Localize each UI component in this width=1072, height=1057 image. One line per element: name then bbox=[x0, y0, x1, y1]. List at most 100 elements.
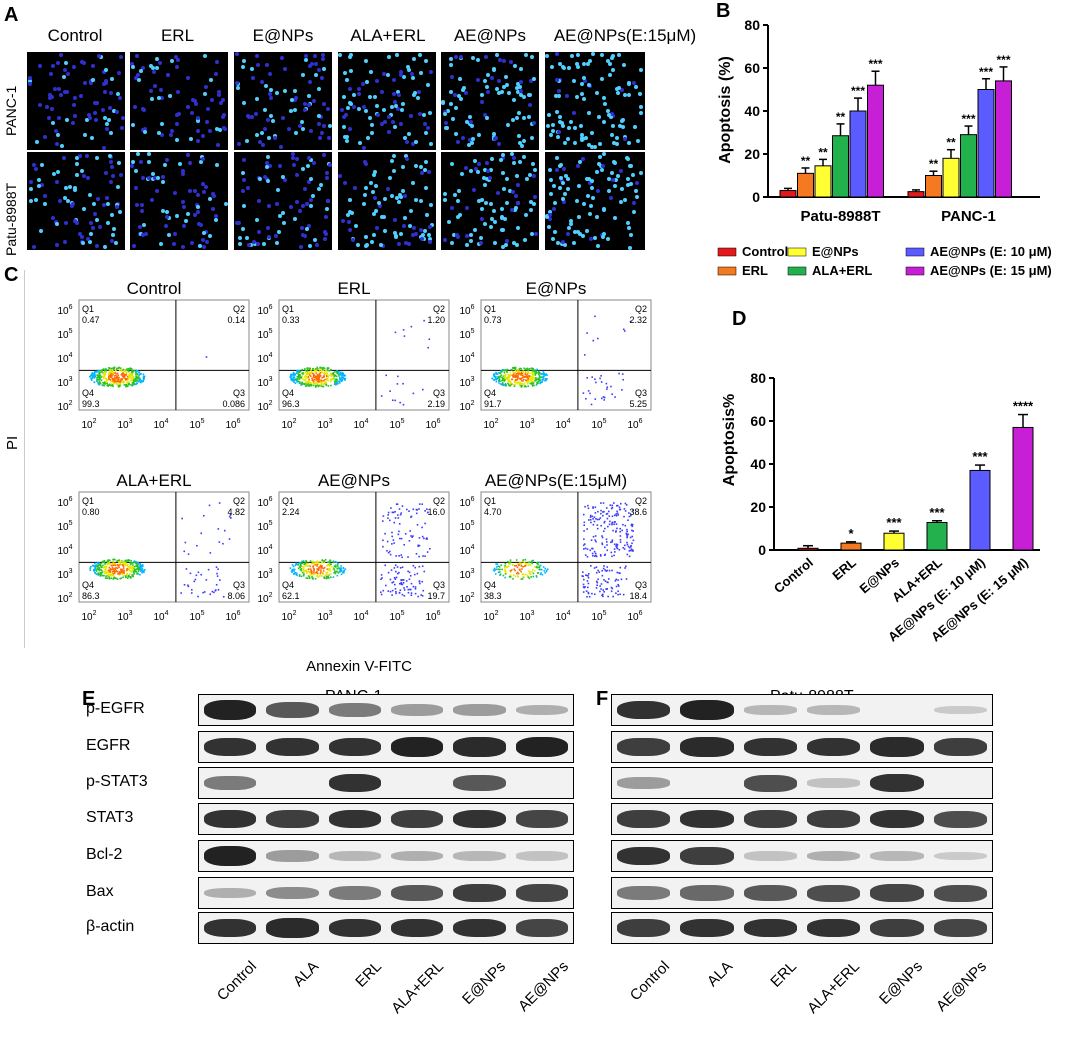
flow-event bbox=[593, 593, 596, 596]
flow-event bbox=[299, 568, 302, 571]
blot-protein-label: Bcl-2 bbox=[86, 846, 123, 863]
flow-event bbox=[122, 368, 125, 371]
nucleus-dot bbox=[612, 141, 617, 146]
flow-event bbox=[297, 567, 300, 570]
chart-b-bar bbox=[867, 84, 884, 198]
flow-xtick: 103 bbox=[519, 610, 534, 623]
flow-event bbox=[598, 571, 601, 573]
nucleus-dot bbox=[245, 236, 250, 241]
nucleus-dot bbox=[131, 64, 136, 69]
flow-event bbox=[105, 565, 108, 568]
flow-event bbox=[110, 577, 113, 579]
nucleus-dot bbox=[84, 117, 89, 122]
flow-event bbox=[538, 370, 540, 372]
flow-event bbox=[112, 377, 115, 380]
flow-event bbox=[105, 572, 108, 575]
flow-event bbox=[98, 569, 101, 572]
flow-event bbox=[529, 573, 532, 576]
nucleus-dot bbox=[386, 55, 391, 60]
flow-event bbox=[514, 379, 517, 381]
flow-event bbox=[136, 565, 139, 567]
nucleus-dot bbox=[73, 95, 78, 100]
nucleus-dot bbox=[482, 221, 487, 226]
flow-event bbox=[123, 384, 126, 386]
nucleus-dot bbox=[597, 141, 602, 146]
flow-event bbox=[309, 572, 311, 574]
flow-event bbox=[305, 563, 308, 566]
chart-b-ytick-label: 40 bbox=[744, 103, 760, 119]
flow-event bbox=[127, 379, 129, 381]
flow-event bbox=[384, 564, 387, 567]
chart-b-sig: *** bbox=[996, 53, 1010, 67]
flow-event bbox=[311, 377, 313, 380]
flow-event bbox=[116, 375, 119, 378]
flow-xtick: 106 bbox=[225, 610, 240, 623]
nucleus-dot bbox=[469, 141, 474, 146]
flow-event bbox=[600, 583, 603, 585]
flow-event bbox=[517, 572, 520, 575]
flow-q1-name: Q1 bbox=[484, 496, 496, 506]
flow-event bbox=[306, 382, 308, 384]
flow-q1-name: Q1 bbox=[82, 496, 94, 506]
flow-event bbox=[623, 508, 626, 510]
blot-strip bbox=[611, 731, 993, 763]
nucleus-dot bbox=[392, 231, 397, 236]
nucleus-dot bbox=[196, 193, 201, 198]
flow-event bbox=[308, 383, 311, 386]
flow-event bbox=[595, 555, 598, 558]
nucleus-dot bbox=[418, 165, 423, 170]
nucleus-dot bbox=[82, 173, 86, 178]
nucleus-dot bbox=[448, 101, 453, 106]
nucleus-dot bbox=[617, 53, 622, 58]
nucleus-dot bbox=[577, 215, 582, 220]
nucleus-dot bbox=[54, 141, 59, 146]
flow-event bbox=[93, 372, 96, 375]
nucleus-dot bbox=[567, 66, 572, 71]
nucleus-dot bbox=[254, 217, 259, 222]
nucleus-dot bbox=[637, 91, 642, 96]
flow-event bbox=[333, 383, 336, 386]
flow-event bbox=[595, 518, 597, 520]
nucleus-dot bbox=[188, 137, 193, 142]
flow-event bbox=[306, 565, 309, 567]
flow-event bbox=[99, 382, 102, 385]
flow-event bbox=[631, 535, 634, 538]
flow-event bbox=[190, 592, 193, 594]
flow-event bbox=[497, 568, 499, 571]
flow-event bbox=[495, 568, 498, 571]
nucleus-dot bbox=[582, 62, 587, 67]
nucleus-dot bbox=[104, 126, 109, 131]
flow-event bbox=[325, 381, 327, 384]
flow-event bbox=[130, 559, 132, 562]
flow-event bbox=[297, 374, 300, 376]
flow-event bbox=[385, 584, 387, 587]
flow-event bbox=[129, 566, 132, 569]
flow-event bbox=[512, 578, 514, 580]
nucleus-dot bbox=[48, 71, 53, 76]
flow-event bbox=[312, 380, 315, 383]
flow-event bbox=[400, 582, 403, 584]
flow-event bbox=[323, 380, 326, 383]
chart-b-bar bbox=[995, 80, 1012, 198]
nucleus-dot bbox=[516, 110, 521, 115]
nucleus-dot bbox=[449, 161, 454, 166]
nucleus-dot bbox=[116, 70, 121, 75]
flow-plot-title: AE@NPs(E:15μM) bbox=[485, 471, 627, 490]
flow-event bbox=[311, 573, 314, 576]
flow-event bbox=[406, 585, 408, 588]
nucleus-dot bbox=[264, 176, 269, 181]
blot-strip bbox=[198, 912, 574, 944]
flow-event bbox=[621, 529, 623, 532]
flow-event bbox=[614, 396, 616, 398]
nucleus-dot bbox=[313, 237, 318, 242]
flow-event bbox=[494, 375, 496, 378]
flow-event bbox=[96, 374, 98, 376]
flow-event bbox=[124, 374, 127, 377]
flow-event bbox=[335, 370, 338, 373]
nucleus-dot bbox=[185, 105, 190, 110]
flow-event bbox=[512, 574, 515, 576]
flow-event bbox=[590, 565, 592, 567]
microscopy-tile bbox=[441, 152, 539, 250]
flow-event bbox=[109, 367, 111, 370]
